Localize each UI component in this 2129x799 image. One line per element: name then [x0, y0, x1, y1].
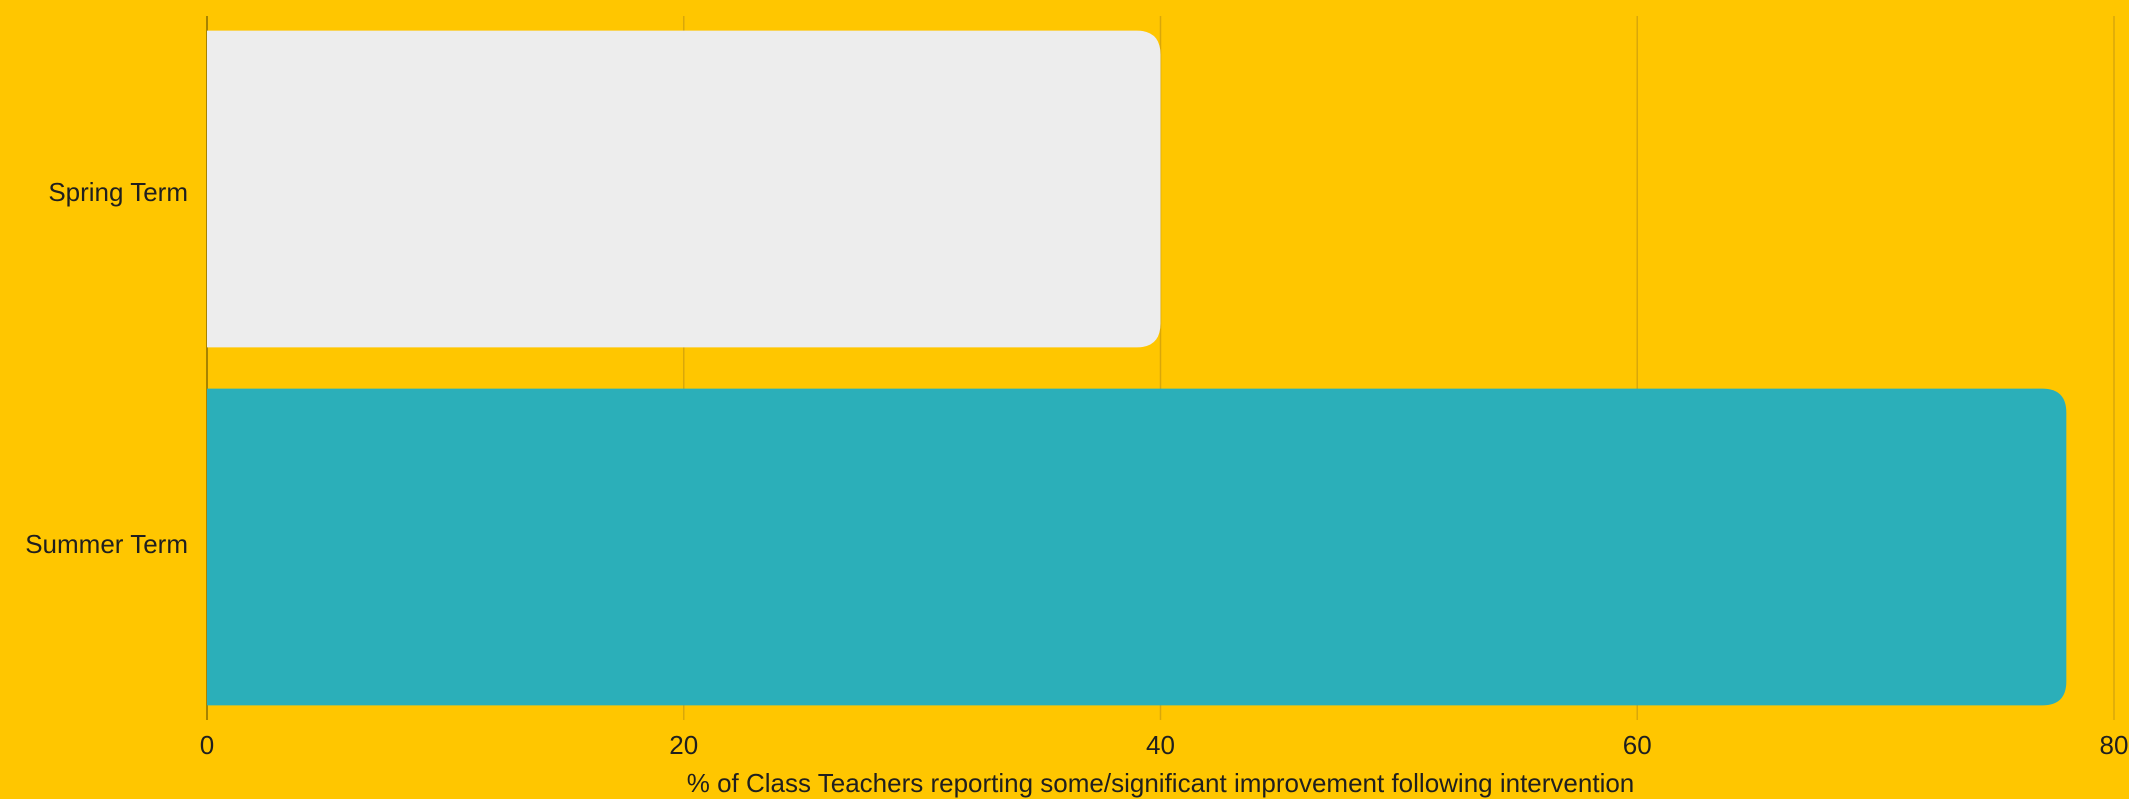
bar-summer-term: [207, 388, 2067, 706]
x-tick-label: 0: [200, 730, 214, 760]
x-tick-label: 40: [1146, 730, 1175, 760]
x-tick-label: 80: [2100, 730, 2129, 760]
x-tick-labels: 0 20 40 60 80: [200, 730, 2129, 760]
bars: [207, 30, 2067, 706]
x-tick-label: 20: [669, 730, 698, 760]
category-label: Spring Term: [48, 177, 188, 207]
x-tick-label: 60: [1623, 730, 1652, 760]
bar-spring-term: [207, 30, 1161, 348]
x-axis-title: % of Class Teachers reporting some/signi…: [687, 768, 1635, 798]
category-labels: Spring Term Summer Term: [25, 177, 188, 559]
category-label: Summer Term: [25, 529, 188, 559]
